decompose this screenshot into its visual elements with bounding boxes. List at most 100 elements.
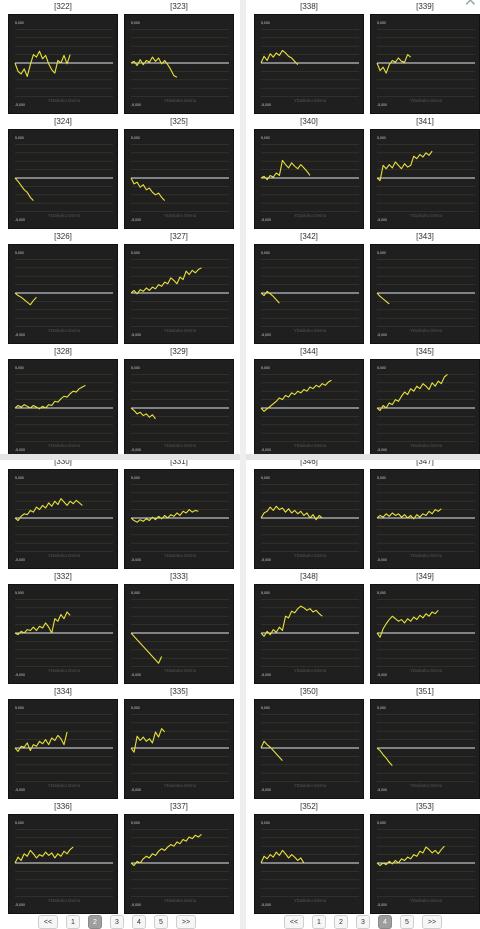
series-line [130,407,156,420]
chart-card-label: [335] [170,687,188,696]
chart-card[interactable]: [330] 5,000 -5,000 YDaikoku Demo [8,455,118,569]
chart-card[interactable]: [328] 5,000 -5,000 YDaikoku Demo [8,345,118,459]
chart-card[interactable]: [347] 5,000 -5,000 YDaikoku Demo [370,455,480,569]
y-tick-label-bottom: -5,000 [15,903,25,907]
y-tick-label-top: 5,000 [131,821,140,825]
chart-card-label: [353] [416,802,434,811]
pagination-page-button[interactable]: 3 [356,915,370,929]
y-tick-label-top: 5,000 [131,591,140,595]
chart-card[interactable]: [329] 5,000 -5,000 YDaikoku Demo [124,345,234,459]
pagination-page-button[interactable]: 2 [88,915,102,929]
pagination-page-button[interactable]: 2 [334,915,348,929]
chart-card[interactable]: [350] 5,000 -5,000 YDaikoku Demo [254,685,364,799]
pagination-next-button[interactable]: >> [422,915,442,929]
y-tick-label-bottom: -5,000 [131,218,141,222]
chart-card-label: [338] [300,2,318,11]
chart-card[interactable]: [335] 5,000 -5,000 YDaikoku Demo [124,685,234,799]
close-icon[interactable]: ✕ [463,0,477,10]
chart-card[interactable]: [336] 5,000 -5,000 YDaikoku Demo [8,800,118,914]
line-chart: 5,000 -5,000 YDaikoku Demo [8,244,118,344]
y-tick-label-bottom: -5,000 [131,558,141,562]
chart-card[interactable]: [352] 5,000 -5,000 YDaikoku Demo [254,800,364,914]
chart-card[interactable]: [334] 5,000 -5,000 YDaikoku Demo [8,685,118,799]
series-line [376,747,393,767]
chart-card[interactable]: [337] 5,000 -5,000 YDaikoku Demo [124,800,234,914]
chart-card-label: [324] [54,117,72,126]
chart-card-label: [327] [170,232,188,241]
series-line [260,49,299,66]
chart-card[interactable]: [341] 5,000 -5,000 YDaikoku Demo [370,115,480,229]
chart-card[interactable]: [322] 5,000 -5,000 YDaikoku Demo [8,0,118,114]
chart-card[interactable]: [345] 5,000 -5,000 YDaikoku Demo [370,345,480,459]
chart-card[interactable]: [344] 5,000 -5,000 YDaikoku Demo [254,345,364,459]
pagination-page-button[interactable]: 4 [132,915,146,929]
pagination-page-button[interactable]: 5 [400,915,414,929]
watermark-text: YDaikoku Demo [48,328,81,333]
chart-card[interactable]: [324] 5,000 -5,000 YDaikoku Demo [8,115,118,229]
line-chart-svg: 5,000 -5,000 YDaikoku Demo [130,21,229,107]
line-chart: 5,000 -5,000 YDaikoku Demo [124,244,234,344]
chart-card-label: [329] [170,347,188,356]
chart-card[interactable]: [353] 5,000 -5,000 YDaikoku Demo [370,800,480,914]
chart-card[interactable]: [325] 5,000 -5,000 YDaikoku Demo [124,115,234,229]
chart-card[interactable]: [327] 5,000 -5,000 YDaikoku Demo [124,230,234,344]
chart-card-label: [330] [54,457,72,466]
watermark-text: YDaikoku Demo [410,783,443,788]
pagination-page-button[interactable]: 3 [110,915,124,929]
line-chart: 5,000 -5,000 YDaikoku Demo [124,584,234,684]
pagination-page-button[interactable]: 4 [378,915,392,929]
series-line [130,56,178,78]
chart-card[interactable]: [331] 5,000 -5,000 YDaikoku Demo [124,455,234,569]
pagination-page-button[interactable]: 1 [312,915,326,929]
series-line [130,509,199,523]
chart-card-label: [337] [170,802,188,811]
line-chart-svg: 5,000 -5,000 YDaikoku Demo [376,21,475,107]
screenshot-seam [0,454,240,460]
chart-card-label: [345] [416,347,434,356]
chart-card-label: [347] [416,457,434,466]
chart-card[interactable]: [326] 5,000 -5,000 YDaikoku Demo [8,230,118,344]
chart-card[interactable]: [342] 5,000 -5,000 YDaikoku Demo [254,230,364,344]
y-tick-label-top: 5,000 [261,476,270,480]
watermark-text: YDaikoku Demo [294,328,327,333]
line-chart-svg: 5,000 -5,000 YDaikoku Demo [14,476,113,562]
y-tick-label-top: 5,000 [377,591,386,595]
y-tick-label-top: 5,000 [131,366,140,370]
series-line [260,849,305,864]
chart-card[interactable]: [349] 5,000 -5,000 YDaikoku Demo [370,570,480,684]
line-chart-svg: 5,000 -5,000 YDaikoku Demo [260,136,359,222]
y-tick-label-bottom: -5,000 [15,788,25,792]
series-line [14,50,71,77]
series-line [260,159,311,181]
chart-card[interactable]: [333] 5,000 -5,000 YDaikoku Demo [124,570,234,684]
chart-card[interactable]: [340] 5,000 -5,000 YDaikoku Demo [254,115,364,229]
pagination-next-button[interactable]: >> [176,915,196,929]
chart-card[interactable]: [346] 5,000 -5,000 YDaikoku Demo [254,455,364,569]
chart-card[interactable]: [343] 5,000 -5,000 YDaikoku Demo [370,230,480,344]
chart-card[interactable]: [339] 5,000 -5,000 YDaikoku Demo [370,0,480,114]
line-chart: 5,000 -5,000 YDaikoku Demo [124,699,234,799]
watermark-text: YDaikoku Demo [294,213,327,218]
y-tick-label-top: 5,000 [377,706,386,710]
watermark-text: YDaikoku Demo [294,443,327,448]
y-tick-label-bottom: -5,000 [377,903,387,907]
y-tick-label-top: 5,000 [377,251,386,255]
chart-card[interactable]: [338] 5,000 -5,000 YDaikoku Demo [254,0,364,114]
chart-card-label: [346] [300,457,318,466]
y-tick-label-top: 5,000 [15,591,24,595]
pagination-prev-button[interactable]: << [284,915,304,929]
chart-card[interactable]: [351] 5,000 -5,000 YDaikoku Demo [370,685,480,799]
line-chart: 5,000 -5,000 YDaikoku Demo [124,14,234,114]
pagination-prev-button[interactable]: << [38,915,58,929]
series-line [376,150,433,182]
watermark-text: YDaikoku Demo [294,898,327,903]
chart-card[interactable]: [332] 5,000 -5,000 YDaikoku Demo [8,570,118,684]
line-chart-svg: 5,000 -5,000 YDaikoku Demo [376,706,475,792]
line-chart-svg: 5,000 -5,000 YDaikoku Demo [14,366,113,452]
chart-card[interactable]: [323] 5,000 -5,000 YDaikoku Demo [124,0,234,114]
pagination-page-button[interactable]: 5 [154,915,168,929]
y-tick-label-top: 5,000 [131,21,140,25]
pagination-page-button[interactable]: 1 [66,915,80,929]
line-chart-svg: 5,000 -5,000 YDaikoku Demo [130,476,229,562]
chart-card[interactable]: [348] 5,000 -5,000 YDaikoku Demo [254,570,364,684]
